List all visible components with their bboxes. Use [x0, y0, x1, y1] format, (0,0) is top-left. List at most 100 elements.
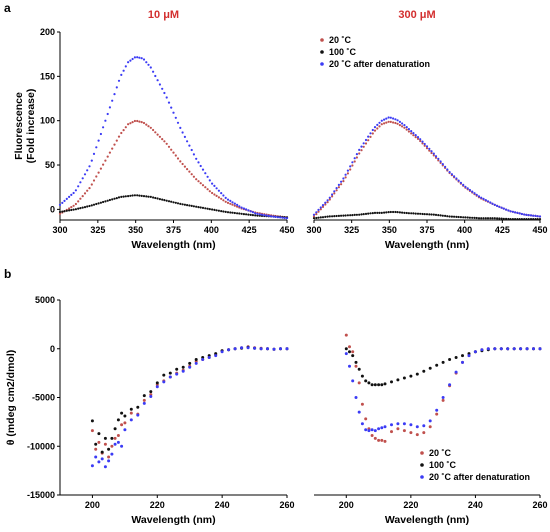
data-point	[462, 183, 465, 186]
data-point	[179, 126, 182, 129]
data-point	[496, 204, 499, 207]
data-point	[136, 405, 140, 409]
data-point	[245, 208, 248, 211]
data-point	[446, 168, 449, 171]
data-point	[279, 347, 282, 351]
data-point	[253, 346, 257, 350]
data-point	[335, 187, 338, 190]
data-point	[206, 207, 209, 210]
data-point	[242, 213, 245, 216]
series-20C_after	[312, 116, 542, 218]
data-point	[358, 213, 361, 216]
data-point	[227, 348, 231, 352]
data-point	[441, 360, 445, 364]
data-point	[377, 438, 381, 442]
y-tick-label: 200	[40, 27, 55, 37]
data-point	[387, 120, 390, 123]
data-point	[416, 136, 420, 139]
data-point	[383, 382, 387, 386]
data-point	[337, 214, 340, 217]
data-point	[369, 212, 372, 215]
data-point	[355, 153, 358, 156]
concentration-label: 300 μM	[398, 9, 435, 21]
data-point	[94, 455, 98, 459]
series-100C	[312, 210, 542, 221]
data-point	[351, 379, 355, 383]
data-point	[242, 207, 245, 210]
x-tick-label: 240	[215, 500, 230, 510]
data-point	[142, 58, 146, 61]
data-point	[170, 200, 173, 203]
panel-letter-a: a	[4, 1, 11, 15]
data-point	[428, 425, 432, 429]
data-point	[484, 217, 487, 220]
data-point	[188, 204, 191, 207]
x-tick-label: 200	[85, 500, 100, 510]
data-point	[94, 447, 98, 451]
data-point	[201, 206, 205, 209]
data-point	[453, 175, 456, 178]
data-point	[247, 209, 250, 212]
data-point	[502, 217, 505, 220]
legend-marker-20C_after	[420, 475, 424, 479]
data-point	[108, 198, 111, 202]
data-point	[362, 213, 365, 216]
data-point	[99, 201, 102, 204]
data-point	[340, 180, 343, 183]
data-point	[183, 165, 186, 168]
data-point	[136, 119, 139, 123]
data-point	[534, 218, 537, 221]
data-point	[360, 402, 364, 406]
data-point	[133, 119, 136, 123]
data-point	[251, 211, 254, 214]
data-point	[217, 196, 220, 199]
data-point	[421, 140, 424, 143]
data-point	[385, 117, 388, 120]
data-point	[367, 381, 371, 385]
x-tick-label: 350	[382, 225, 397, 235]
data-point	[441, 396, 445, 399]
data-point	[236, 203, 239, 206]
data-point	[208, 208, 211, 211]
data-point	[168, 371, 172, 375]
data-point	[211, 191, 214, 195]
data-point	[435, 412, 439, 416]
data-point	[131, 121, 134, 124]
data-point	[435, 408, 439, 412]
legend-label-20C: 20 ˚C	[429, 448, 452, 458]
data-point	[499, 347, 503, 351]
data-point	[99, 132, 102, 136]
data-point	[211, 182, 214, 185]
data-point	[450, 173, 453, 176]
data-point	[120, 423, 124, 427]
data-point	[409, 423, 413, 427]
series-20C	[58, 119, 289, 219]
data-point	[511, 218, 514, 221]
data-point	[188, 361, 192, 365]
data-point	[434, 213, 438, 216]
data-point	[281, 216, 284, 219]
y-tick-label: -10000	[27, 441, 55, 451]
data-point	[403, 126, 406, 129]
legend-marker-20C_after	[320, 62, 324, 66]
data-point	[319, 208, 322, 211]
data-point	[333, 190, 336, 193]
data-point	[110, 436, 114, 440]
data-point	[464, 216, 467, 219]
data-point	[122, 129, 125, 132]
data-point	[491, 217, 494, 220]
data-point	[412, 132, 415, 135]
data-point	[65, 197, 68, 200]
data-point	[58, 203, 62, 206]
data-point	[97, 202, 100, 205]
data-point	[355, 156, 358, 159]
data-point	[428, 213, 431, 216]
data-point	[412, 212, 415, 215]
data-point	[113, 442, 117, 446]
data-point	[192, 153, 195, 156]
data-point	[161, 87, 164, 90]
data-point	[351, 350, 355, 354]
data-point	[74, 208, 77, 211]
data-point	[172, 201, 175, 204]
data-point	[110, 444, 114, 448]
